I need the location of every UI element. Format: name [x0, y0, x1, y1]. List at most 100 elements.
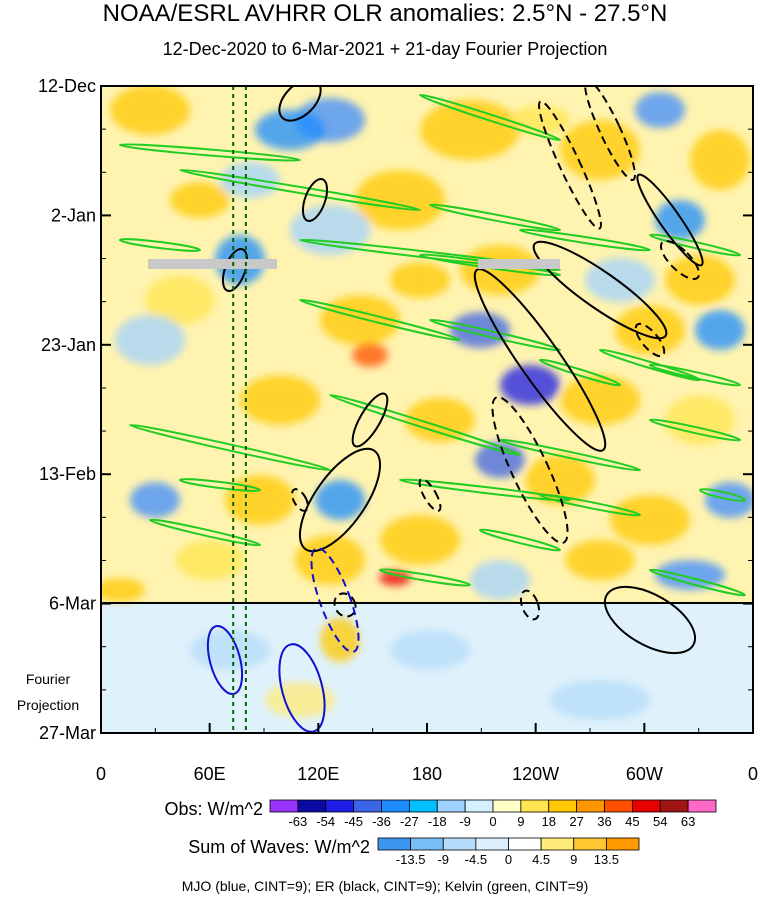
anomaly-blob: [690, 130, 750, 190]
er-contour: [532, 240, 668, 340]
anomaly-blob: [560, 120, 640, 180]
anomaly-blob: [115, 315, 185, 365]
kelvin-contour: [538, 358, 622, 387]
er-contour: [351, 392, 389, 448]
y-tick-label: 27-Mar: [39, 723, 96, 743]
anomaly-blob: [510, 105, 570, 135]
anomaly-blob: [170, 182, 230, 218]
anomaly-blob: [390, 262, 450, 298]
obs-colorbar-swatch: [381, 799, 410, 813]
anomaly-blob: [655, 200, 705, 240]
obs-colorbar-swatch: [548, 799, 578, 813]
anomaly-blob: [470, 560, 530, 600]
er-contour: [301, 178, 329, 222]
obs-colorbar-level-label: 18: [542, 814, 556, 829]
obs-colorbar-level-label: -18: [428, 814, 447, 829]
obs-colorbar-label: Obs: W/m^2: [165, 799, 263, 819]
chart-subtitle: 12-Dec-2020 to 6-Mar-2021 + 21-day Fouri…: [162, 39, 608, 59]
anomaly-blob: [550, 680, 650, 720]
anomaly-blob: [525, 455, 595, 505]
obs-colorbar-level-label: 45: [625, 814, 639, 829]
obs-colorbar-level-label: -27: [400, 814, 419, 829]
kelvin-contour: [178, 168, 422, 212]
anomaly-blob: [225, 475, 295, 525]
kelvin-contour: [148, 518, 262, 547]
waves-colorbar-level-label: -4.5: [465, 852, 487, 867]
waves-colorbar-swatch: [508, 837, 542, 851]
waves-colorbar-level-label: -9: [437, 852, 449, 867]
legend-note: MJO (blue, CINT=9); ER (black, CINT=9); …: [182, 878, 589, 894]
anomaly-blob: [110, 86, 190, 135]
y-tick-label: 12-Dec: [38, 76, 96, 96]
anomaly-blob: [655, 560, 725, 590]
obs-colorbar-swatch: [325, 799, 355, 813]
kelvin-contour: [648, 568, 747, 597]
obs-colorbar-swatch: [576, 799, 605, 813]
waves-colorbar-level-label: 13.5: [594, 852, 619, 867]
waves-colorbar-swatch: [605, 837, 640, 851]
anomaly-blob: [500, 365, 560, 405]
kelvin-contour: [378, 568, 472, 587]
obs-colorbar-level-label: -63: [288, 814, 307, 829]
anomaly-blob: [665, 395, 735, 445]
anomaly-blob: [352, 343, 388, 367]
kelvin-contour: [648, 418, 742, 442]
anomaly-blob: [405, 398, 475, 442]
waves-colorbar-swatch: [442, 837, 477, 851]
kelvin-contour: [518, 228, 652, 252]
mjo-contour: [206, 624, 244, 696]
kelvin-contour: [418, 93, 562, 142]
obs-colorbar-level-label: -54: [316, 814, 335, 829]
er-contour: [634, 322, 666, 358]
er-contour: [418, 478, 442, 512]
anomaly-blob: [665, 255, 735, 305]
kelvin-contour: [428, 203, 562, 232]
er-contour: [603, 585, 697, 655]
anomaly-blob: [560, 375, 640, 425]
anomaly-blob: [390, 630, 470, 670]
obs-colorbar-swatch: [659, 799, 689, 813]
mjo-contour: [310, 547, 360, 653]
mjo-contour: [278, 643, 326, 733]
anomaly-blob: [130, 482, 180, 518]
anomaly-blob: [610, 495, 690, 545]
obs-colorbar-swatch: [631, 799, 661, 813]
anomaly-blob: [145, 275, 215, 325]
obs-colorbar-level-label: -9: [459, 814, 471, 829]
x-tick-label: 180: [412, 764, 442, 784]
y-tick-label: 2-Jan: [51, 205, 96, 225]
anomaly-blob: [320, 295, 400, 345]
waves-colorbar-level-label: 4.5: [532, 852, 550, 867]
waves-colorbar-swatch: [540, 837, 575, 851]
waves-colorbar-label: Sum of Waves: W/m^2: [188, 837, 370, 857]
chart-title: NOAA/ESRL AVHRR OLR anomalies: 2.5°N - 2…: [102, 0, 668, 27]
x-tick-label: 60E: [194, 764, 226, 784]
y-tick-label: 13-Feb: [39, 464, 96, 484]
anomaly-blob: [379, 570, 411, 586]
kelvin-contour: [398, 478, 572, 502]
projection-label-line-2: Projection: [17, 697, 79, 713]
waves-colorbar-level-label: 9: [570, 852, 577, 867]
kelvin-contour: [298, 298, 462, 342]
x-tick-label: 0: [96, 764, 106, 784]
obs-colorbar-level-label: 36: [597, 814, 611, 829]
er-contour: [278, 86, 322, 122]
anomaly-blob: [175, 540, 245, 580]
waves-colorbar-swatch: [410, 837, 444, 851]
obs-colorbar-swatch: [687, 799, 717, 813]
obs-colorbar-swatch: [436, 799, 466, 813]
obs-colorbar-level-label: 0: [489, 814, 496, 829]
er-contour: [291, 488, 309, 512]
obs-colorbar-level-label: -36: [372, 814, 391, 829]
waves-colorbar-level-label: -13.5: [396, 852, 426, 867]
anomaly-blob: [695, 310, 745, 350]
anomaly-blob: [240, 375, 320, 425]
kelvin-contour: [498, 438, 642, 472]
x-tick-label: 60W: [626, 764, 663, 784]
obs-colorbar-level-label: 9: [517, 814, 524, 829]
x-tick-label: 0: [748, 764, 758, 784]
waves-colorbar-swatch: [475, 837, 509, 851]
obs-colorbar-swatch: [604, 799, 633, 813]
anomaly-blob: [101, 578, 145, 602]
obs-colorbar-swatch: [297, 799, 327, 813]
